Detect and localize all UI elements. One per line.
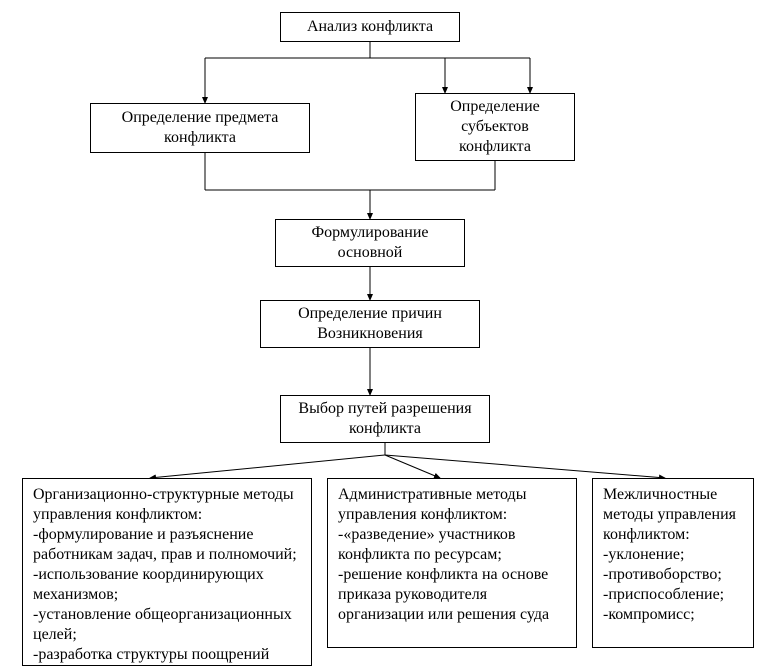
node-n7: Организационно-структурные методы управл… (22, 478, 312, 666)
node-label: Определение причин Возникновения (269, 304, 471, 344)
node-label: Формулирование основной (284, 223, 456, 263)
node-n6: Выбор путей разрешения конфликта (280, 395, 490, 443)
node-n2: Определение предмета конфликта (90, 103, 310, 153)
node-n5: Определение причин Возникновения (260, 300, 480, 348)
node-label: Анализ конфликта (307, 17, 433, 37)
node-label: Выбор путей разрешения конфликта (289, 399, 481, 439)
node-n4: Формулирование основной (275, 219, 465, 267)
node-label: Определение предмета конфликта (99, 108, 301, 148)
node-label: Межличностные методы управления конфликт… (603, 485, 743, 625)
node-label: Организационно-структурные методы управл… (33, 485, 301, 665)
node-label: Административные методы управления конфл… (338, 485, 566, 625)
node-n8: Административные методы управления конфл… (327, 478, 577, 648)
node-n3: Определение субъектов конфликта (415, 93, 575, 161)
node-label: Определение субъектов конфликта (424, 97, 566, 157)
node-n1: Анализ конфликта (280, 12, 460, 42)
node-n9: Межличностные методы управления конфликт… (592, 478, 754, 648)
